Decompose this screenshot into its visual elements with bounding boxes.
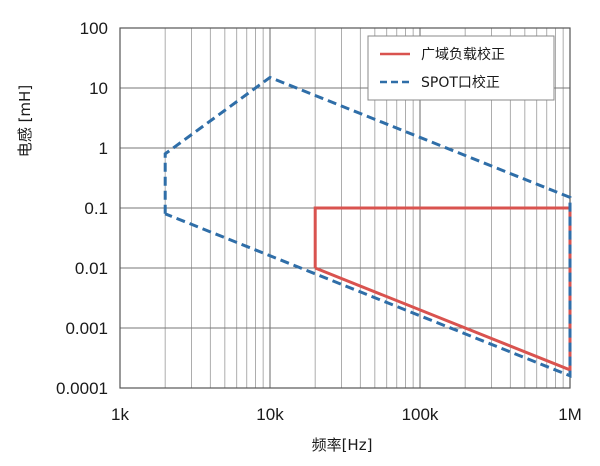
legend-box: [367, 35, 555, 101]
y-tick-label: 0.001: [65, 319, 108, 338]
y-tick-label: 0.1: [84, 199, 108, 218]
y-tick-label: 0.01: [75, 259, 108, 278]
y-tick-label: 10: [89, 79, 108, 98]
x-tick-label: 100k: [402, 405, 439, 424]
series-layer: [163, 75, 572, 379]
legend-label-series-2: SPOT口校正: [421, 74, 500, 91]
x-tick-label: 1k: [111, 405, 129, 424]
legend-label-series-1: 广域负载校正: [421, 46, 505, 63]
y-axis-title: 电感 [mH]: [16, 85, 34, 157]
y-tick-label: 1: [99, 139, 108, 158]
x-tick-labels: 1k 10k 100k 1M: [111, 405, 582, 424]
series-line-2: [163, 75, 572, 379]
y-tick-labels: 100 10 1 0.1 0.01 0.001 0.0001: [56, 19, 108, 398]
x-tick-label: 10k: [256, 405, 284, 424]
y-tick-label: 0.0001: [56, 379, 108, 398]
y-tick-label: 100: [80, 19, 108, 38]
x-axis-title: 频率[Hz]: [312, 436, 373, 454]
x-tick-label: 1M: [558, 405, 582, 424]
legend: 广域负载校正 SPOT口校正: [367, 35, 555, 101]
